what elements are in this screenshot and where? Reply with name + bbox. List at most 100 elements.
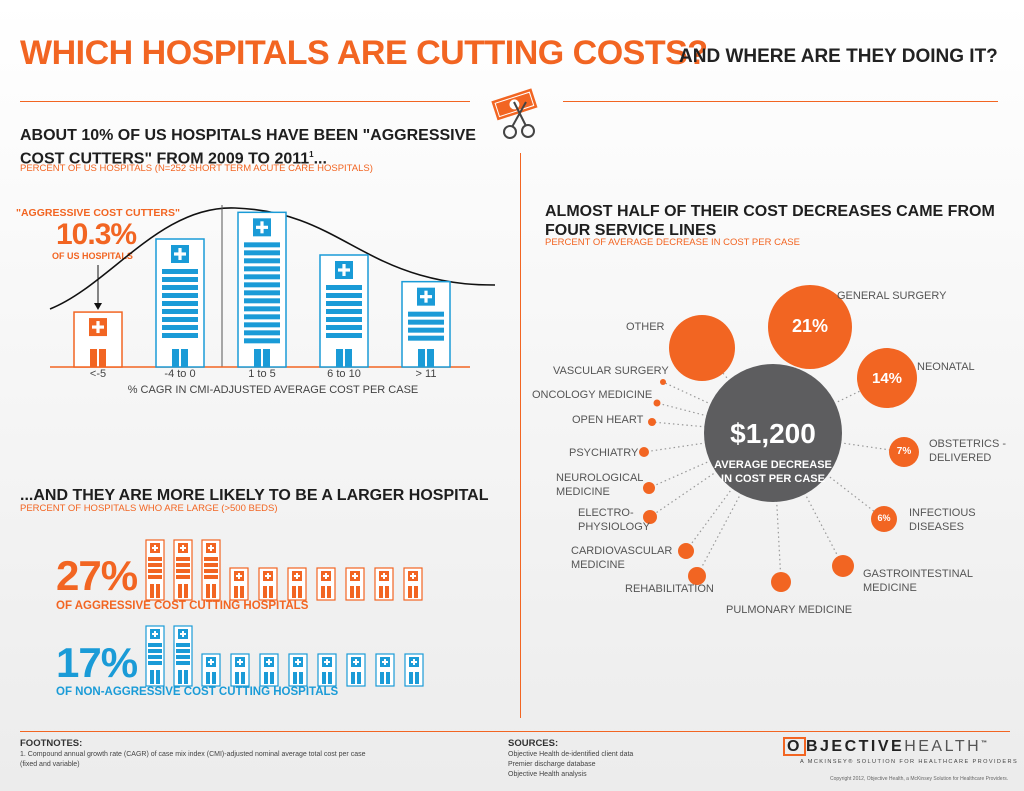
section2-caption: PERCENT OF HOSPITALS WHO ARE LARGE (>500… [20,503,278,514]
label-pulmonary: PULMONARY MEDICINE [726,604,853,616]
small-hospital-icon [201,653,221,687]
bubble-neonatal [857,348,917,408]
service-line-bubble-chart [639,285,919,592]
bar-3 [319,254,369,368]
footnotes-text: 1. Compound annual growth rate (CAGR) of… [20,751,366,768]
label-electro: ELECTRO- PHYSIOLOGY [578,507,651,533]
small-hospital-icon [374,567,394,601]
bubble-neuro [643,482,655,494]
page-title: WHICH HOSPITALS ARE CUTTING COSTS? [20,34,708,72]
footnotes-heading: FOOTNOTES: [20,738,83,749]
label-open-heart: OPEN HEART [572,414,644,426]
column-divider [520,153,521,718]
x-tick-label: > 11 [415,368,437,380]
aggressive-large-pct: 27% [56,552,138,599]
infectious-pct: 6% [877,513,891,523]
small-hospital-icon [404,653,424,687]
x-tick-label: 6 to 10 [327,368,361,380]
bubble-open-heart [648,418,656,426]
section1-caption: PERCENT OF US HOSPITALS (N=252 SHORT TER… [20,163,373,174]
small-hospital-icon [230,653,250,687]
label-other: OTHER [626,321,665,333]
small-hospital-icon [229,567,249,601]
label-gastro: GASTROINTESTINAL MEDICINE [863,568,974,594]
bubble-electro [643,510,657,524]
non-aggressive-large-pct: 17% [56,639,138,686]
large-hospital-icon [173,625,193,687]
label-obstetrics: OBSTETRICS - DELIVERED [929,438,1007,464]
large-hospital-icon [173,539,193,601]
large-hospital-icon [145,625,165,687]
bar-2 [237,211,287,368]
small-hospital-icon [375,653,395,687]
label-neonatal: NEONATAL [917,361,975,373]
bubble-rehabilitation [688,567,706,585]
callout-value: 10.3% [56,218,137,251]
sources-text: Objective Health de-identified client da… [508,751,634,778]
section1-heading: ABOUT 10% OF US HOSPITALS HAVE BEEN "AGG… [20,127,476,168]
center-value: $1,200 [730,418,816,449]
sources-heading: SOURCES: [508,738,559,749]
bar-1 [155,238,205,368]
bubble-psychiatry [639,447,649,457]
section2-heading: ...AND THEY ARE MORE LIKELY TO BE A LARG… [20,487,489,504]
small-hospital-icon [345,567,365,601]
small-hospital-icon [403,567,423,601]
distribution-chart [49,205,496,368]
label-general-surgery: GENERAL SURGERY [837,290,947,302]
label-cardio: CARDIOVASCULAR MEDICINE [571,545,673,571]
label-rehabilitation: REHABILITATION [625,583,714,595]
general-surgery-pct: 21% [791,316,829,336]
distribution-curve [49,207,496,310]
label-infectious: INFECTIOUS DISEASES [909,507,976,533]
bubble-other [669,315,735,381]
small-hospital-icon [317,653,337,687]
large-hospital-icon [145,539,165,601]
objective-health-logo: O BJECTIVEHEALTH™ [783,737,987,757]
bubble-oncology [653,399,661,407]
small-hospital-icon [258,567,278,601]
logo-tagline: A MCKINSEY® SOLUTION FOR HEALTHCARE PROV… [800,759,1019,765]
large-hospital-icon [201,539,221,601]
money-scissors-icon [491,88,538,139]
small-hospital-icon [288,653,308,687]
small-hospital-icon [287,567,307,601]
aggressive-large-label: OF AGGRESSIVE COST CUTTING HOSPITALS [56,600,309,612]
header-rule-left [20,101,470,102]
callout-label: "AGGRESSIVE COST CUTTERS" [16,207,180,219]
copyright: Copyright 2012, Objective Health, a McKi… [830,776,1009,782]
x-tick-label: <-5 [89,368,107,380]
obstetrics-pct: 7% [896,446,912,457]
bar-4 [401,280,451,368]
small-hospital-icon [259,653,279,687]
header-rule-right [563,101,998,102]
small-hospital-icon [316,567,336,601]
x-tick-label: -4 to 0 [164,368,196,380]
label-oncology: ONCOLOGY MEDICINE [532,389,653,401]
logo-o-box: O [783,737,806,756]
bar-0 [73,311,123,368]
bubble-gastro [832,555,854,577]
bubble-general-surgery [768,285,852,369]
bubble-obstetrics [889,437,919,467]
callout-sub: OF US HOSPITALS [52,251,133,261]
bubble-vascular [660,379,666,385]
callout-arrow-head [94,303,102,310]
non-aggressive-hospital-icons [145,625,424,687]
bubble-pulmonary [771,572,791,592]
section3-caption: PERCENT OF AVERAGE DECREASE IN COST PER … [545,237,800,248]
label-vascular: VASCULAR SURGERY [553,365,669,377]
aggressive-hospital-icons [145,539,423,601]
label-psychiatry: PSYCHIATRY [569,447,639,459]
neonatal-pct: 14% [871,370,903,387]
non-aggressive-large-label: OF NON-AGGRESSIVE COST CUTTING HOSPITALS [56,686,339,698]
section3-heading: ALMOST HALF OF THEIR COST DECREASES CAME… [545,203,995,239]
small-hospital-icon [346,653,366,687]
page-subtitle: AND WHERE ARE THEY DOING IT? [679,46,998,67]
bubble-cardio [678,543,694,559]
footer-rule [20,731,1010,732]
bubble-infectious [871,506,897,532]
center-circle [704,364,842,502]
x-axis-label: % CAGR IN CMI-ADJUSTED AVERAGE COST PER … [127,384,419,396]
x-tick-label: 1 to 5 [248,368,276,380]
